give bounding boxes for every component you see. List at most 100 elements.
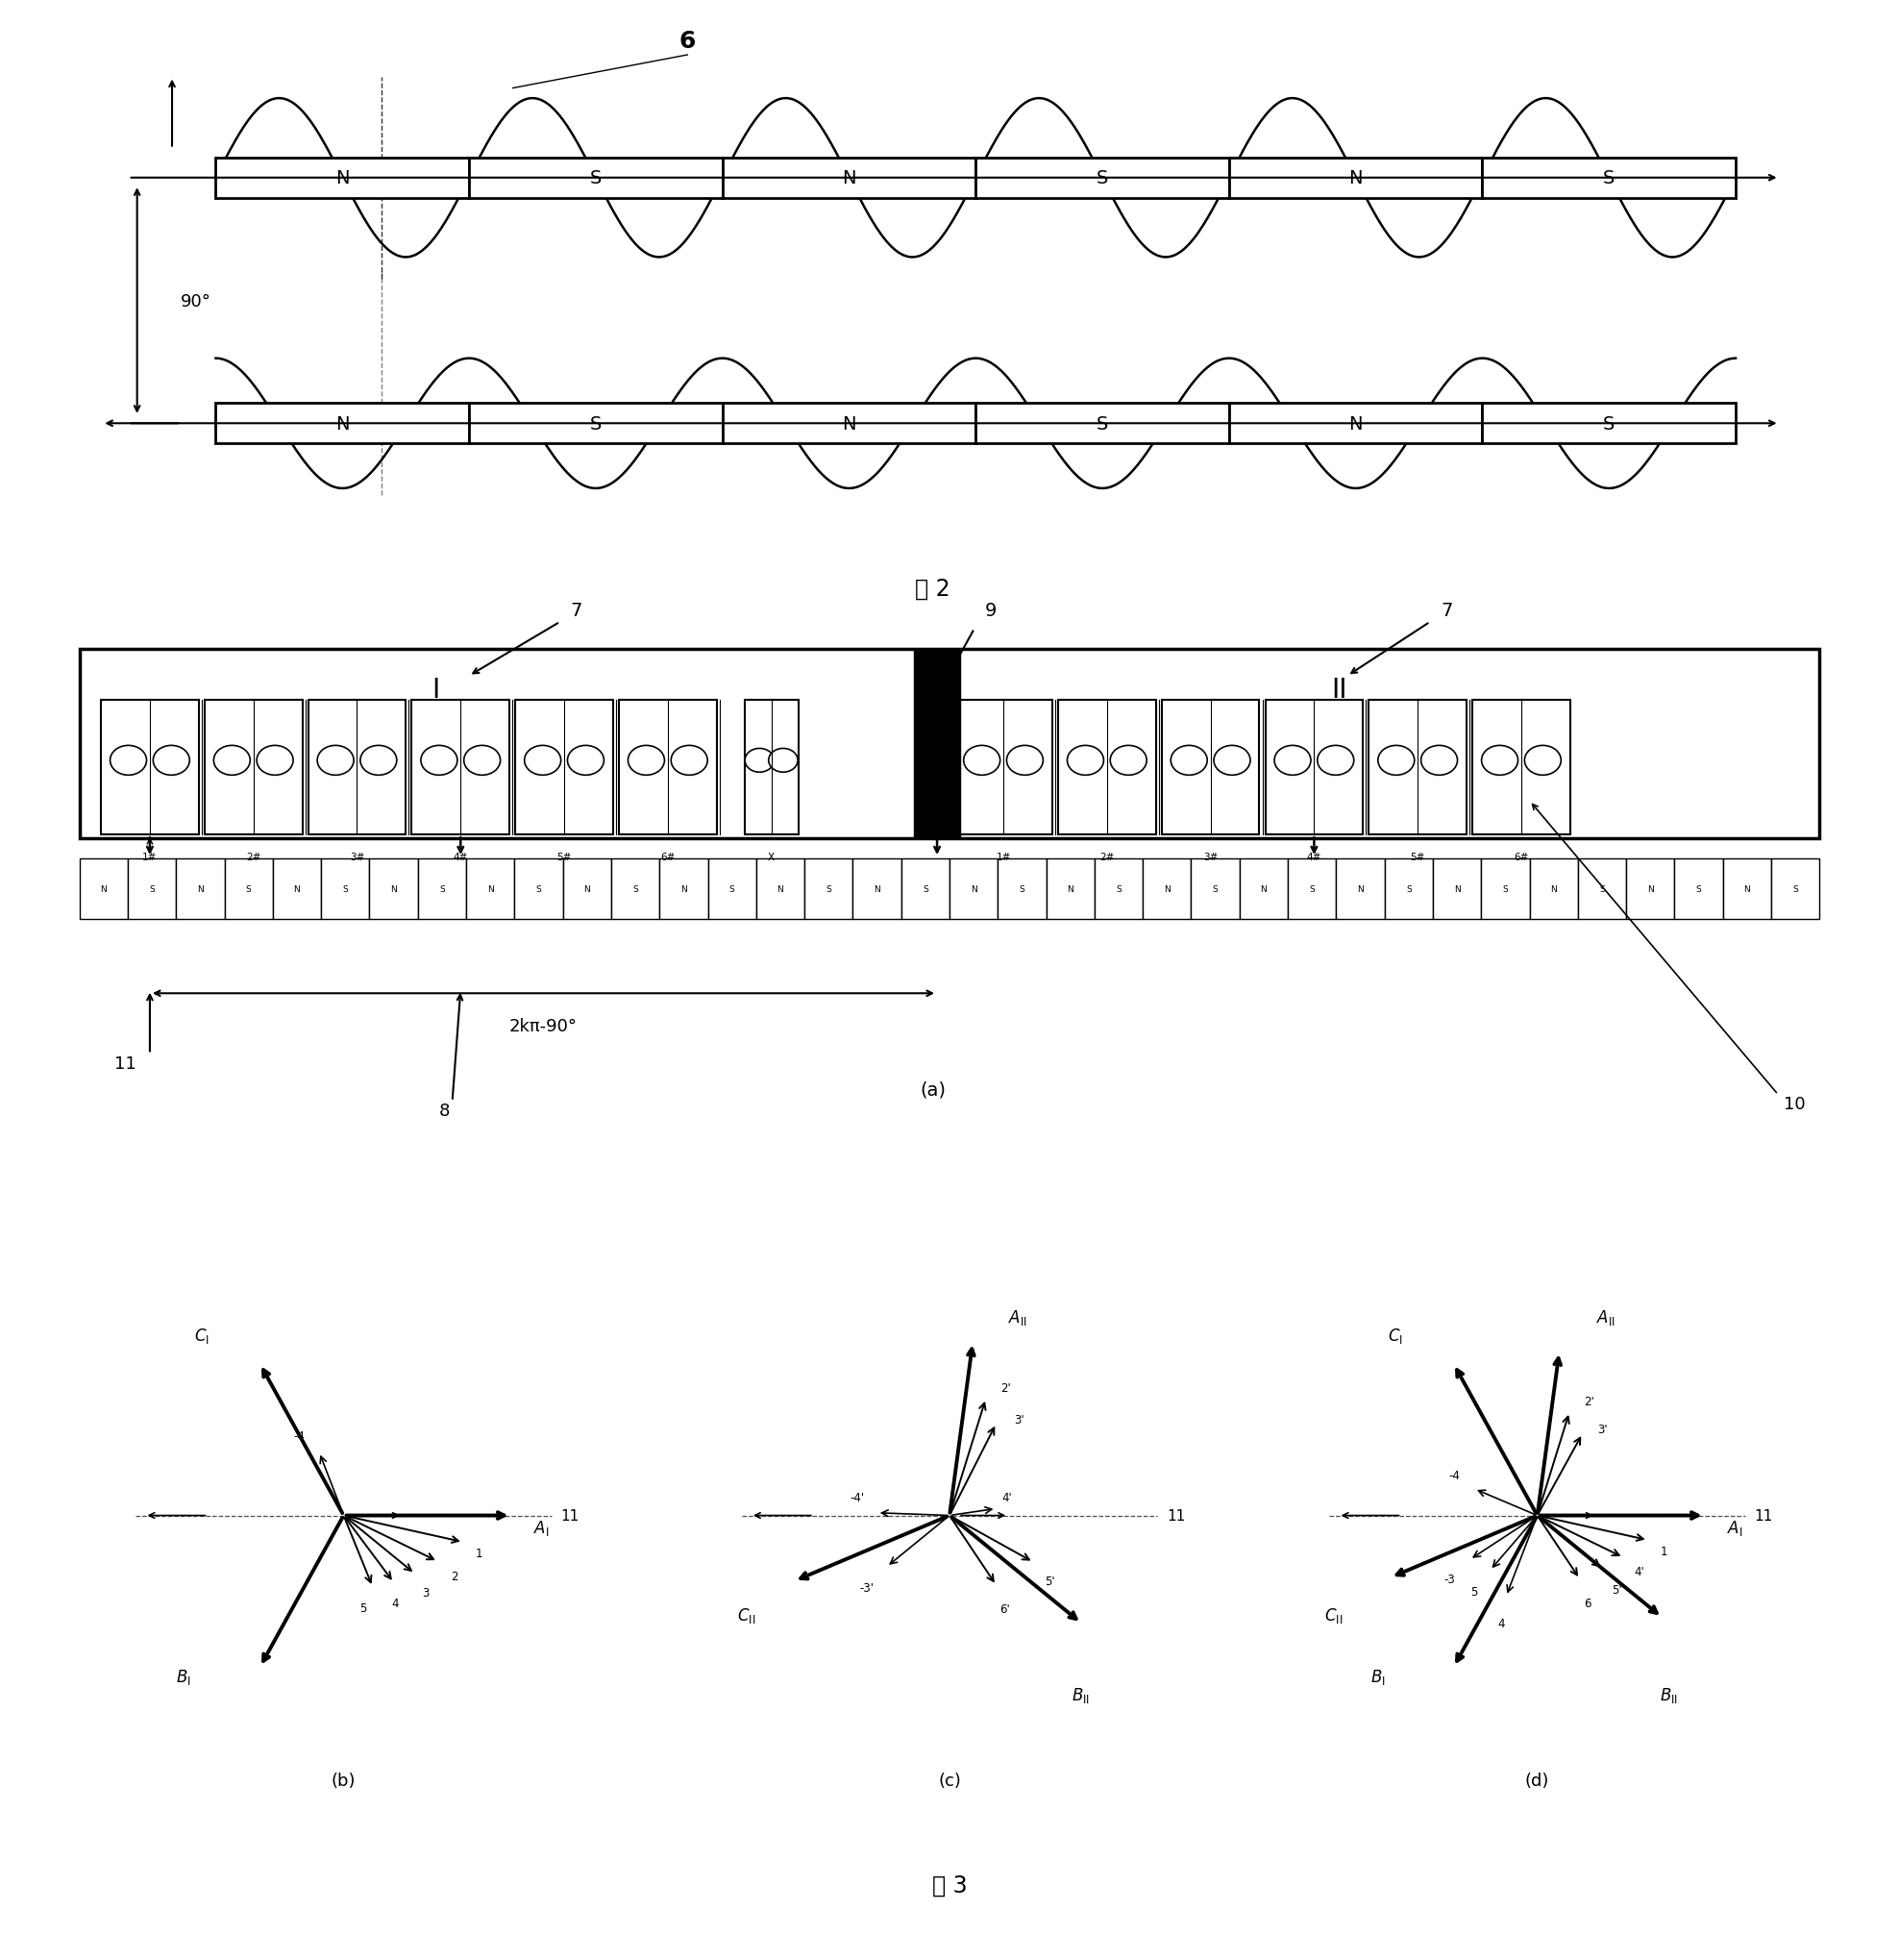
Bar bbox=[619, 700, 716, 835]
Bar bbox=[853, 858, 902, 919]
Circle shape bbox=[963, 747, 1001, 776]
Text: 5': 5' bbox=[1044, 1576, 1054, 1588]
Bar bbox=[976, 404, 1229, 445]
Text: 图 2: 图 2 bbox=[915, 576, 951, 600]
Text: $C_{\rm II}$: $C_{\rm II}$ bbox=[737, 1605, 756, 1625]
Text: S: S bbox=[1096, 169, 1109, 188]
Text: -3': -3' bbox=[860, 1582, 874, 1593]
Text: S: S bbox=[1599, 884, 1605, 894]
Bar bbox=[224, 858, 273, 919]
Text: (b): (b) bbox=[330, 1772, 355, 1789]
Text: N: N bbox=[1348, 169, 1363, 188]
Text: 2': 2' bbox=[1001, 1382, 1010, 1394]
Bar bbox=[1369, 700, 1466, 835]
Circle shape bbox=[1274, 747, 1310, 776]
Text: 5': 5' bbox=[1612, 1584, 1622, 1595]
Circle shape bbox=[670, 747, 708, 776]
Text: S: S bbox=[1696, 884, 1702, 894]
Bar bbox=[216, 159, 469, 198]
Text: -4: -4 bbox=[294, 1429, 306, 1443]
Bar bbox=[205, 700, 302, 835]
Bar bbox=[1481, 858, 1529, 919]
Text: 1: 1 bbox=[477, 1546, 482, 1560]
Bar bbox=[1265, 700, 1363, 835]
Bar bbox=[418, 858, 465, 919]
Circle shape bbox=[361, 747, 397, 776]
Text: N: N bbox=[336, 169, 349, 188]
Text: 5: 5 bbox=[361, 1601, 367, 1615]
Bar bbox=[913, 649, 959, 839]
Text: N: N bbox=[1455, 884, 1460, 894]
Text: S: S bbox=[591, 169, 602, 188]
Text: 2': 2' bbox=[1584, 1396, 1595, 1407]
Text: 6: 6 bbox=[1584, 1597, 1591, 1609]
Text: N: N bbox=[1358, 884, 1363, 894]
Bar bbox=[1143, 858, 1191, 919]
Bar bbox=[902, 858, 950, 919]
Text: S: S bbox=[1213, 884, 1217, 894]
Text: N: N bbox=[841, 416, 856, 433]
Text: 6#: 6# bbox=[661, 853, 676, 862]
Text: S: S bbox=[1502, 884, 1508, 894]
Bar bbox=[370, 858, 418, 919]
Circle shape bbox=[1067, 747, 1103, 776]
Text: S: S bbox=[1603, 169, 1614, 188]
Text: N: N bbox=[777, 884, 784, 894]
Bar bbox=[216, 404, 469, 445]
Text: 4: 4 bbox=[391, 1597, 399, 1609]
Text: S: S bbox=[1117, 884, 1122, 894]
Circle shape bbox=[568, 747, 604, 776]
Text: N: N bbox=[336, 416, 349, 433]
Text: $C_{\rm II}$: $C_{\rm II}$ bbox=[1326, 1605, 1343, 1625]
Text: S: S bbox=[1405, 884, 1411, 894]
Bar bbox=[659, 858, 708, 919]
Circle shape bbox=[524, 747, 560, 776]
Bar bbox=[1483, 404, 1736, 445]
Bar bbox=[1094, 858, 1143, 919]
Text: S: S bbox=[826, 884, 832, 894]
Text: 5#: 5# bbox=[1411, 853, 1424, 862]
Bar bbox=[465, 858, 515, 919]
Bar bbox=[515, 700, 613, 835]
Circle shape bbox=[422, 747, 458, 776]
Text: N: N bbox=[841, 169, 856, 188]
Bar bbox=[1191, 858, 1240, 919]
Bar bbox=[1722, 858, 1772, 919]
Bar bbox=[1058, 700, 1156, 835]
Bar bbox=[177, 858, 224, 919]
Text: S: S bbox=[591, 416, 602, 433]
Bar bbox=[1578, 858, 1626, 919]
Bar bbox=[80, 649, 1819, 839]
Text: 4#: 4# bbox=[454, 853, 467, 862]
Text: S: S bbox=[729, 884, 735, 894]
Bar bbox=[1675, 858, 1722, 919]
Bar bbox=[997, 858, 1046, 919]
Circle shape bbox=[317, 747, 353, 776]
Bar bbox=[955, 700, 1052, 835]
Text: 3': 3' bbox=[1597, 1423, 1607, 1435]
Bar bbox=[321, 858, 370, 919]
Text: N: N bbox=[583, 884, 591, 894]
Text: 8: 8 bbox=[439, 1102, 450, 1119]
Text: S: S bbox=[245, 884, 251, 894]
Bar bbox=[805, 858, 853, 919]
Text: 11: 11 bbox=[114, 1054, 137, 1072]
Bar bbox=[1772, 858, 1819, 919]
Text: 1#: 1# bbox=[142, 853, 158, 862]
Text: 4': 4' bbox=[1003, 1492, 1012, 1503]
Text: S: S bbox=[923, 884, 929, 894]
Text: N: N bbox=[1261, 884, 1267, 894]
Bar bbox=[1434, 858, 1481, 919]
Text: N: N bbox=[1348, 416, 1363, 433]
Text: 2kπ-90°: 2kπ-90° bbox=[509, 1017, 577, 1035]
Text: N: N bbox=[391, 884, 397, 894]
Bar bbox=[1229, 404, 1483, 445]
Circle shape bbox=[463, 747, 499, 776]
Text: 11: 11 bbox=[1755, 1509, 1774, 1523]
Text: II: II bbox=[1331, 676, 1346, 704]
Text: S: S bbox=[1793, 884, 1798, 894]
Text: N: N bbox=[101, 884, 106, 894]
Text: 4': 4' bbox=[1635, 1566, 1645, 1578]
Bar bbox=[976, 159, 1229, 198]
Bar bbox=[1626, 858, 1675, 919]
